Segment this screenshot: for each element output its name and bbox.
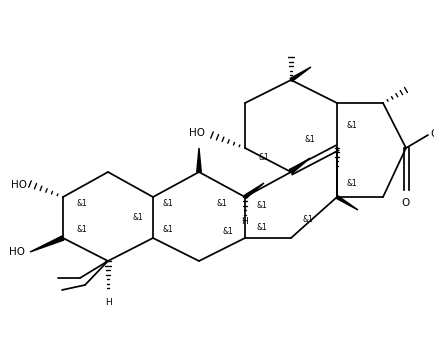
Text: HO: HO	[9, 247, 25, 257]
Polygon shape	[197, 148, 201, 172]
Text: &1: &1	[77, 225, 87, 235]
Text: &1: &1	[217, 199, 227, 207]
Polygon shape	[336, 196, 358, 210]
Text: &1: &1	[347, 178, 357, 187]
Text: HO: HO	[189, 128, 205, 138]
Text: O: O	[430, 129, 434, 139]
Text: &1: &1	[347, 121, 357, 131]
Text: H: H	[242, 217, 248, 225]
Text: &1: &1	[223, 226, 233, 236]
Polygon shape	[30, 236, 64, 252]
Text: &1: &1	[305, 136, 316, 144]
Text: &1: &1	[77, 199, 87, 207]
Text: H: H	[105, 298, 112, 307]
Text: &1: &1	[163, 199, 173, 207]
Text: &1: &1	[256, 223, 267, 233]
Text: &1: &1	[302, 216, 313, 224]
Text: &1: &1	[259, 153, 270, 162]
Polygon shape	[244, 183, 264, 199]
Polygon shape	[290, 158, 310, 173]
Text: O: O	[402, 198, 410, 208]
Text: &1: &1	[256, 201, 267, 209]
Text: HO: HO	[11, 180, 27, 190]
Text: &1: &1	[163, 225, 173, 235]
Text: &1: &1	[133, 214, 143, 222]
Polygon shape	[290, 67, 311, 82]
